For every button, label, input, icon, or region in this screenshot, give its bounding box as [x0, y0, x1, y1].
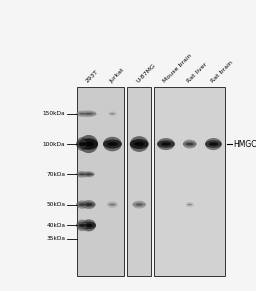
Text: 35kDa: 35kDa [46, 236, 65, 241]
Ellipse shape [186, 203, 194, 206]
Ellipse shape [84, 113, 93, 115]
Ellipse shape [79, 173, 85, 175]
Ellipse shape [107, 203, 118, 207]
Ellipse shape [76, 137, 88, 151]
Text: 293T: 293T [85, 69, 100, 84]
Ellipse shape [76, 220, 88, 231]
Ellipse shape [76, 171, 88, 178]
Ellipse shape [205, 138, 222, 150]
Ellipse shape [76, 200, 88, 209]
Ellipse shape [76, 140, 88, 148]
Ellipse shape [85, 203, 92, 206]
Text: U-87MG: U-87MG [136, 63, 157, 84]
Ellipse shape [130, 136, 148, 152]
Text: 100kDa: 100kDa [43, 141, 65, 147]
Ellipse shape [82, 200, 95, 209]
Text: Mouse brain: Mouse brain [163, 53, 193, 84]
Ellipse shape [83, 171, 94, 177]
Text: Jurkat: Jurkat [109, 67, 125, 84]
Ellipse shape [76, 111, 88, 117]
Text: 50kDa: 50kDa [46, 202, 65, 207]
Ellipse shape [81, 112, 97, 116]
Ellipse shape [134, 142, 144, 146]
Text: 150kDa: 150kDa [43, 111, 65, 116]
Bar [127, 87, 151, 276]
Ellipse shape [108, 111, 116, 116]
Text: Rat brain: Rat brain [210, 60, 234, 84]
Ellipse shape [86, 173, 92, 175]
Ellipse shape [82, 202, 95, 207]
Ellipse shape [157, 140, 175, 148]
Text: HMGCR: HMGCR [233, 140, 256, 148]
Ellipse shape [79, 135, 98, 153]
Ellipse shape [79, 224, 85, 227]
Ellipse shape [81, 111, 97, 117]
Ellipse shape [79, 113, 85, 115]
Text: Rat liver: Rat liver [186, 62, 208, 84]
Ellipse shape [132, 202, 146, 207]
Ellipse shape [79, 142, 85, 146]
Bar [77, 87, 124, 276]
Text: 40kDa: 40kDa [46, 223, 65, 228]
Ellipse shape [107, 201, 118, 208]
Ellipse shape [76, 112, 88, 116]
Ellipse shape [76, 202, 88, 207]
Ellipse shape [110, 204, 115, 205]
Ellipse shape [83, 141, 94, 147]
Ellipse shape [108, 112, 116, 115]
Ellipse shape [85, 224, 93, 227]
Ellipse shape [157, 138, 175, 150]
Ellipse shape [76, 222, 88, 229]
Ellipse shape [209, 142, 218, 146]
Ellipse shape [83, 172, 94, 176]
Ellipse shape [187, 204, 192, 205]
Ellipse shape [130, 139, 148, 149]
Ellipse shape [183, 139, 197, 149]
Ellipse shape [107, 142, 118, 146]
Ellipse shape [103, 139, 122, 149]
Ellipse shape [79, 139, 98, 150]
Bar [154, 87, 225, 276]
Ellipse shape [186, 143, 194, 145]
Text: 70kDa: 70kDa [46, 172, 65, 177]
Ellipse shape [183, 141, 197, 147]
Ellipse shape [135, 203, 143, 206]
Ellipse shape [103, 137, 122, 151]
Ellipse shape [76, 172, 88, 176]
Ellipse shape [110, 113, 115, 114]
Ellipse shape [186, 202, 194, 207]
Ellipse shape [81, 219, 96, 231]
Ellipse shape [161, 142, 171, 146]
Ellipse shape [79, 203, 85, 206]
Ellipse shape [205, 140, 222, 148]
Ellipse shape [132, 200, 146, 209]
Ellipse shape [81, 222, 96, 229]
